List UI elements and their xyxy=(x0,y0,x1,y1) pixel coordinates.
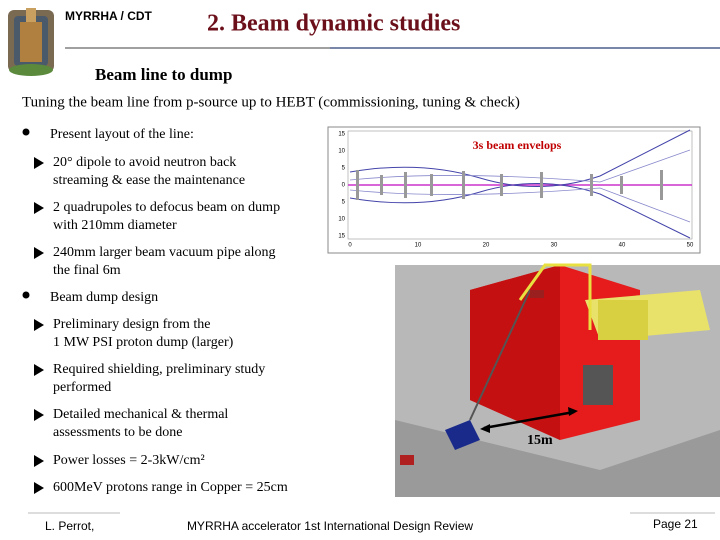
bullet-text: Present layout of the line: xyxy=(50,127,194,142)
plot-x-tick: 0 xyxy=(348,243,352,249)
plot-x-tick: 50 xyxy=(687,243,694,249)
intro: Tuning the beam line from p-source up to… xyxy=(22,94,520,110)
sub-item: 600MeV protons range in Copper = 25cm xyxy=(53,480,288,495)
arrow-bullet xyxy=(34,157,44,169)
plot-x-tick: 20 xyxy=(483,243,490,249)
title: 2. Beam dynamic studies xyxy=(207,11,460,37)
plot-y-tick: 10 xyxy=(338,217,345,223)
arrow-bullet xyxy=(34,364,44,376)
bullet-dot xyxy=(22,291,30,299)
sub-item: assessments to be done xyxy=(53,425,182,440)
plot-x-tick: 30 xyxy=(551,243,558,249)
org: MYRRHA / CDT xyxy=(65,9,153,23)
plot-x-tick: 40 xyxy=(619,243,626,249)
page-number: Page 21 xyxy=(653,517,698,531)
plot-label: 3s beam envelops xyxy=(473,138,562,152)
plot-y-tick: 15 xyxy=(338,234,345,240)
sub-item: performed xyxy=(53,380,111,395)
arrow-bullet xyxy=(34,455,44,467)
event: MYRRHA accelerator 1st International Des… xyxy=(187,519,473,533)
bullet-text: Beam dump design xyxy=(50,290,158,305)
plot-y-tick: 5 xyxy=(342,166,346,172)
envelope-plot xyxy=(327,126,701,254)
plot-y-tick: 0 xyxy=(342,183,346,189)
sub-item: Preliminary design from the xyxy=(53,317,210,332)
plot-y-tick: 10 xyxy=(338,149,345,155)
sub-item: streaming & ease the maintenance xyxy=(53,173,245,188)
plot-y-tick: 5 xyxy=(342,200,346,206)
dump-label: 15m xyxy=(527,433,553,448)
sub-item: 240mm larger beam vacuum pipe along xyxy=(53,245,276,260)
arrow-bullet xyxy=(34,319,44,331)
sub-item: the final 6m xyxy=(53,263,121,278)
author: L. Perrot, xyxy=(45,519,94,533)
arrow-bullet xyxy=(34,409,44,421)
logo xyxy=(8,8,54,76)
sub-item: Power losses = 2-3kW/cm² xyxy=(53,453,205,468)
sub-item: Required shielding, preliminary study xyxy=(53,362,265,377)
subtitle: Beam line to dump xyxy=(95,65,232,84)
plot-x-tick: 10 xyxy=(415,243,422,249)
plot-y-tick: 15 xyxy=(338,132,345,138)
sub-item: 2 quadrupoles to defocus beam on dump xyxy=(53,200,280,215)
bullet-dot xyxy=(22,128,30,136)
sub-item: 1 MW PSI proton dump (larger) xyxy=(53,335,234,350)
sub-item: with 210mm diameter xyxy=(53,218,177,233)
sub-item: Detailed mechanical & thermal xyxy=(53,407,228,422)
arrow-bullet xyxy=(34,202,44,214)
arrow-bullet xyxy=(34,482,44,494)
arrow-bullet xyxy=(34,247,44,259)
sub-item: 20° dipole to avoid neutron back xyxy=(53,155,236,170)
dump-render xyxy=(395,263,720,497)
